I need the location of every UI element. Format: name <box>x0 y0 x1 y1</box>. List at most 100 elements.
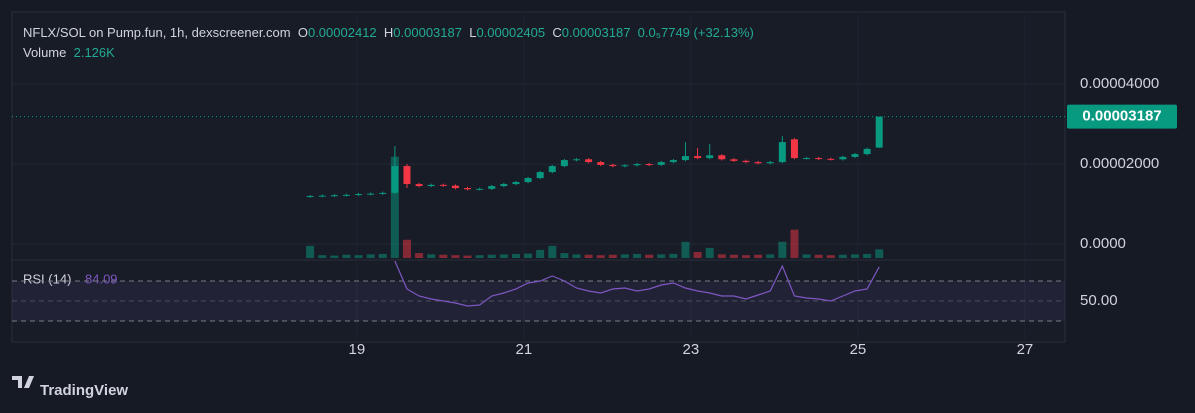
volume-label: Volume <box>23 45 67 60</box>
candle-body <box>403 166 411 185</box>
candle-body <box>815 158 823 160</box>
volume-bar <box>754 254 763 258</box>
volume-line: Volume 2.126K <box>23 45 115 60</box>
brand: TradingView <box>40 382 128 399</box>
y-tick-label: 0.00002000 <box>1080 155 1159 172</box>
candle-body <box>512 182 520 185</box>
title: NFLX/SOL on Pump.fun, 1h, dexscreener.co… <box>23 25 291 40</box>
o-value: 0.00002412 <box>307 25 377 40</box>
volume-bar <box>306 245 315 258</box>
candle-body <box>355 194 363 196</box>
candle-body <box>839 156 847 160</box>
x-tick-label: 27 <box>1017 341 1034 358</box>
volume-bar <box>838 254 847 258</box>
volume-bar <box>669 253 678 258</box>
h-value: 0.00003187 <box>393 25 462 40</box>
candle-body <box>609 164 617 167</box>
volume-bar <box>826 255 835 258</box>
header-line: NFLX/SOL on Pump.fun, 1h, dexscreener.co… <box>23 25 754 40</box>
volume-bar <box>681 241 690 258</box>
volume-bar <box>548 245 557 258</box>
candle-body <box>476 188 484 190</box>
rsi-value: 84.09 <box>85 271 118 286</box>
candle-body <box>694 156 702 159</box>
candle-body <box>730 159 738 161</box>
rsi-label: RSI (14) <box>23 271 71 286</box>
change-pct: (+32.13%) <box>693 25 754 40</box>
last-price-box <box>1067 104 1177 129</box>
volume-bar <box>439 254 448 258</box>
candle-body <box>657 162 665 165</box>
candle-body <box>790 139 798 159</box>
volume-bar <box>705 247 714 258</box>
c-label: C <box>552 25 562 40</box>
volume-bar <box>390 156 399 258</box>
volume-bar <box>402 239 411 258</box>
candle-body <box>415 184 423 187</box>
volume-bar <box>766 254 775 258</box>
volume-bar <box>620 254 629 258</box>
volume-bar <box>717 254 726 258</box>
candle-body <box>464 188 472 190</box>
candle-body <box>718 155 726 160</box>
x-tick-label: 25 <box>850 341 867 358</box>
volume-bar <box>584 254 593 258</box>
volume-bar <box>536 249 545 258</box>
volume-bar <box>645 254 654 258</box>
candle-body <box>669 160 677 163</box>
candle-body <box>391 166 399 193</box>
volume-bar <box>572 254 581 258</box>
y-tick-label: 0.0000 <box>1080 235 1126 252</box>
volume-bar <box>487 254 496 258</box>
candle-body <box>379 192 387 194</box>
candle-body <box>330 195 338 197</box>
brand-logo <box>12 376 34 388</box>
volume-bar <box>850 254 859 258</box>
candle-body <box>875 116 883 148</box>
volume-bar <box>366 254 375 258</box>
candle-body <box>706 155 714 159</box>
volume-bar <box>342 254 351 258</box>
volume-bar <box>511 253 520 258</box>
volume-bar <box>475 255 484 258</box>
candle-body <box>621 165 629 167</box>
l-label: L <box>469 25 477 40</box>
volume-bar <box>427 254 436 258</box>
candle-body <box>548 166 556 173</box>
volume-bar <box>778 241 787 258</box>
candle-body <box>451 185 459 189</box>
volume-bar <box>318 255 327 258</box>
candle-body <box>863 148 871 155</box>
volume-bar <box>608 254 617 258</box>
candle-body <box>342 194 350 196</box>
volume-bar <box>524 253 533 258</box>
candle-body <box>439 184 447 186</box>
candle-body <box>427 184 435 187</box>
y-tick-label: 0.00004000 <box>1080 75 1159 92</box>
volume-bar <box>742 255 751 258</box>
candle-body <box>633 164 641 166</box>
volume-bar <box>790 229 799 258</box>
volume-bar <box>330 255 339 258</box>
rsi-tick-label: 50.00 <box>1080 292 1118 309</box>
candle-body <box>500 184 508 187</box>
volume-bar <box>863 253 872 258</box>
candle-body <box>488 186 496 189</box>
o-label: O <box>297 25 308 40</box>
candle-body <box>585 159 593 163</box>
candle-body <box>754 162 762 164</box>
volume-bar <box>633 253 642 258</box>
candle-body <box>645 164 653 166</box>
volume-bar <box>875 249 884 258</box>
candle-body <box>524 178 532 183</box>
volume-bar <box>802 254 811 258</box>
candle-body <box>827 158 835 160</box>
volume-bar <box>560 253 569 258</box>
candle-body <box>306 196 314 198</box>
candle-body <box>851 154 859 157</box>
candle-body <box>778 142 786 163</box>
candle-body <box>742 160 750 163</box>
